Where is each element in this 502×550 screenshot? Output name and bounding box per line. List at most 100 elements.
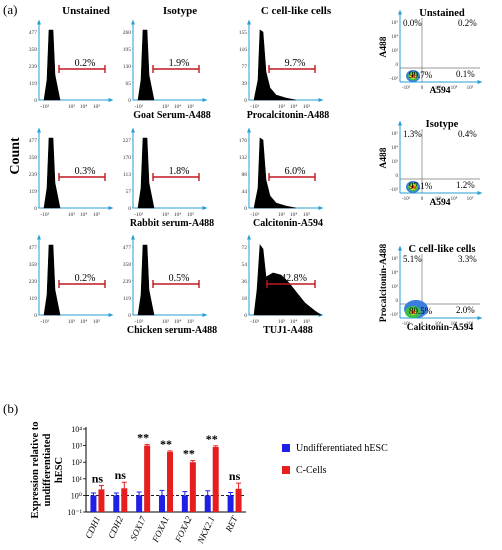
gene-label: SOX17 xyxy=(128,514,148,542)
y-tick-label: 0 xyxy=(396,63,399,68)
gene-label: NKX2.1 xyxy=(195,515,217,546)
y-tick-label: 116 xyxy=(239,47,247,53)
y-tick-label: 0 xyxy=(244,98,247,104)
scatter-xlabel: Calcitonin-A594 xyxy=(407,323,474,333)
y-tick-label: 477 xyxy=(29,245,38,251)
bar-ccells xyxy=(144,446,150,512)
y-tick-label: 10⁴ xyxy=(391,270,398,276)
y-tick-label: 10⁵ xyxy=(391,256,398,262)
legend-swatch xyxy=(282,466,290,474)
histogram-distribution xyxy=(44,30,60,100)
x-tick-label: 10³ xyxy=(68,104,76,110)
bar-undiff xyxy=(159,495,165,512)
bar-ylabel-line: hESC xyxy=(54,457,65,483)
legend-swatch xyxy=(282,444,290,452)
histogram-5: 227 170 113 57 0-10¹ 10³ 10⁴ 10⁵ 1.8% Rabbit seru… xyxy=(123,130,214,229)
bar-undiff xyxy=(205,495,211,512)
scatter-ylabel: Procalcitonin-A488 xyxy=(379,244,389,323)
y-tick-label: 0 xyxy=(396,174,399,179)
y-tick-label: 477 xyxy=(123,245,132,251)
scatter-plot-1: Unstained10⁵10⁴10³0-10³-10³ 0 10³ 10⁴ 10⁵0.0… xyxy=(379,8,480,96)
bar-undiff xyxy=(182,495,188,512)
histogram-4: 4773582391190-10¹ 10³ 10⁴ 10⁵0.3% xyxy=(29,130,111,218)
quadrant-ul: 5.1% xyxy=(403,254,422,264)
histogram-6: 17613288440-10¹ 10³ 10⁴ 10⁵6.0%Calcitonin-A… xyxy=(239,130,323,229)
y-tick-label: -10³ xyxy=(390,187,399,193)
count-axis-label: Count xyxy=(8,137,23,175)
y-tick-label: 477 xyxy=(29,138,38,144)
histogram-7: 477 358 239 119 0-10¹ 10³ 10⁴ 10⁵ 0.2% xyxy=(29,237,111,325)
gene-label: FOXA2 xyxy=(173,514,194,545)
y-tick-label: 0 xyxy=(396,299,399,304)
y-tick-label: 260 xyxy=(123,30,132,36)
y-tick-label: 10³ xyxy=(392,159,399,165)
quadrant-ll: 89.5% xyxy=(409,306,433,316)
y-tick-label: 0 xyxy=(34,313,37,319)
y-tick-label: 0 xyxy=(34,98,37,104)
y-tick-label: 0 xyxy=(128,98,131,104)
y-tick-label: 0 xyxy=(244,206,247,212)
bar-chart: Expression relative to undifferentiated hE… xyxy=(30,421,388,545)
x-tick-label: 10⁵ xyxy=(467,85,474,91)
y-tick-label: 0 xyxy=(244,313,247,319)
bar-ccells xyxy=(213,447,219,512)
significance-label: ns xyxy=(92,472,104,486)
x-tick-label: 10⁵ xyxy=(93,212,101,218)
histogram-8: 4773582391190-10¹ 10³ 10⁴ 10⁵0.5%Chicken se… xyxy=(123,237,217,336)
col-title-isotype: Isotype xyxy=(163,5,197,17)
quadrant-lr: 2.0% xyxy=(456,305,475,315)
y-tick-label: 72 xyxy=(242,245,248,251)
y-tick-label: 10⁵ xyxy=(391,131,398,137)
scatter-xlabel: A594 xyxy=(429,86,450,96)
y-tick-label: 132 xyxy=(239,155,248,161)
x-tick-label: 10⁵ xyxy=(467,196,474,202)
significance-label: ** xyxy=(206,432,218,446)
significance-label: ** xyxy=(160,437,172,451)
histogram-2: 260 195 130 65 0-10¹ 10³ 10⁴ 10⁵ 1.9% Goat Serum-… xyxy=(123,22,211,121)
histogram-distribution xyxy=(138,245,154,315)
bar-y-tick-label: 10³ xyxy=(72,442,83,451)
gate-percent: 0.2% xyxy=(75,273,96,284)
bar-ylabel-line: undifferentiated xyxy=(42,433,53,506)
quadrant-lr: 0.1% xyxy=(456,69,475,79)
x-tick-label: 10⁴ xyxy=(80,319,88,325)
y-tick-label: 239 xyxy=(29,64,38,70)
histogram-caption: Goat Serum-A488 xyxy=(133,110,211,121)
bar-y-tick-label: 10⁰ xyxy=(71,491,82,500)
gene-label: CDH1 xyxy=(83,515,102,541)
quadrant-ur: 0.2% xyxy=(458,18,477,28)
y-tick-label: 176 xyxy=(239,138,248,144)
y-tick-label: -10³ xyxy=(390,312,399,318)
quadrant-ul: 0.0% xyxy=(403,18,422,28)
bar-ylabel-line: Expression relative to xyxy=(30,421,41,518)
bar-y-tick-label: 10¹ xyxy=(72,475,83,484)
y-tick-label: 44 xyxy=(242,189,248,195)
y-tick-label: 130 xyxy=(123,64,132,70)
bar-undiff xyxy=(228,495,234,512)
significance-label: ns xyxy=(229,469,241,483)
y-tick-label: 113 xyxy=(123,172,131,178)
bar-undiff xyxy=(136,495,142,512)
x-tick-label: -10¹ xyxy=(40,319,49,325)
bar-legend: Undifferentiated hESCC-Cells xyxy=(282,443,388,476)
histogram-caption: TUJ1-A488 xyxy=(263,325,312,336)
bar-undiff xyxy=(90,495,96,512)
y-tick-label: 10⁵ xyxy=(391,20,398,26)
significance-label: ** xyxy=(137,430,149,444)
bar-ccells xyxy=(121,488,127,512)
x-tick-label: 10⁵ xyxy=(93,104,101,110)
y-tick-label: 358 xyxy=(29,47,38,53)
x-tick-label: -10³ xyxy=(402,196,411,202)
histogram-3: 15511677390-10¹ 10³ 10⁴ 10⁵9.7%Procalcitoni… xyxy=(239,22,330,121)
y-tick-label: 358 xyxy=(123,262,132,268)
scatter-plot-2: Isotype10⁵10⁴10³0-10³-10³ 0 10³ 10⁴ 10⁵1.3% 0… xyxy=(379,119,480,208)
y-tick-label: 195 xyxy=(123,47,132,53)
bar-ccells xyxy=(167,452,173,512)
x-tick-label: 0 xyxy=(421,197,424,202)
y-tick-label: 239 xyxy=(123,279,132,285)
significance-label: ** xyxy=(183,447,195,461)
gate-percent: 1.9% xyxy=(169,58,190,69)
bar-ccells xyxy=(236,489,242,512)
